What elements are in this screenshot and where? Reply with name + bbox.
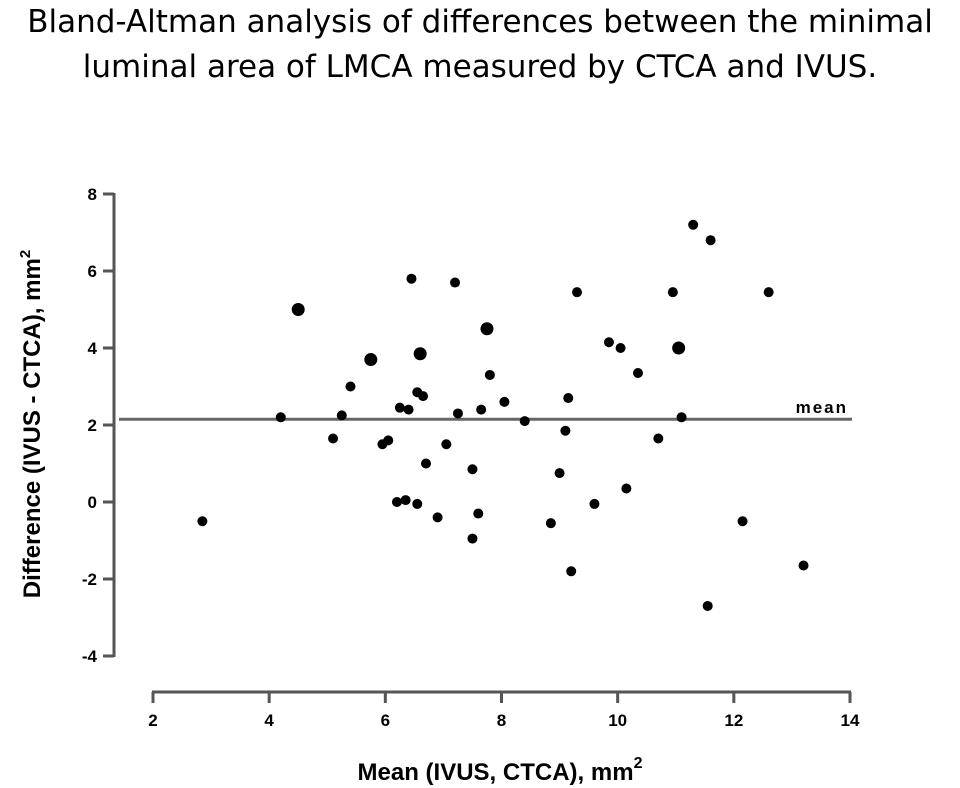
y-tick-label: -4 xyxy=(82,647,98,666)
data-point xyxy=(480,322,494,336)
data-point xyxy=(394,402,405,413)
x-tick-label: 2 xyxy=(148,711,157,730)
y-axis-label-superscript: 2 xyxy=(17,250,34,258)
data-point xyxy=(554,468,565,479)
data-point xyxy=(467,464,478,475)
data-point xyxy=(413,347,427,361)
y-tick-label: 4 xyxy=(88,339,98,358)
data-point xyxy=(672,341,686,355)
data-points xyxy=(197,219,809,611)
data-point xyxy=(499,396,510,407)
mean-line-group: mean xyxy=(119,398,852,421)
x-axis-label-text: Mean (IVUS, CTCA), mm xyxy=(358,759,634,786)
data-point xyxy=(412,498,423,509)
data-point xyxy=(572,287,583,298)
data-point xyxy=(688,219,699,230)
data-point xyxy=(406,273,417,284)
data-point xyxy=(441,439,452,450)
data-point xyxy=(621,483,632,494)
data-point xyxy=(467,533,478,544)
y-axis-label-text: Difference (IVUS - CTCA), mm xyxy=(19,258,46,598)
x-axis-label: Mean (IVUS, CTCA), mm2 xyxy=(358,755,643,786)
data-point xyxy=(653,433,664,444)
data-point xyxy=(336,410,347,421)
data-point xyxy=(519,416,530,427)
data-point xyxy=(275,412,286,423)
data-point xyxy=(420,458,431,469)
data-point xyxy=(632,368,643,379)
figure-title-line-1: Bland-Altman analysis of differences bet… xyxy=(27,4,933,40)
y-tick-label: 0 xyxy=(88,493,97,512)
data-point xyxy=(197,516,208,527)
figure-title-line-2: luminal area of LMCA measured by CTCA an… xyxy=(82,49,878,85)
x-tick-label: 4 xyxy=(264,711,274,730)
data-point xyxy=(589,498,600,509)
data-point xyxy=(615,343,626,353)
data-point xyxy=(603,337,614,348)
data-point xyxy=(798,560,809,571)
y-axis-label: Difference (IVUS - CTCA), mm2 xyxy=(17,250,46,598)
y-tick-label: 8 xyxy=(88,185,97,204)
mean-line-label: mean xyxy=(796,398,848,417)
data-point xyxy=(345,381,356,392)
data-point xyxy=(545,518,556,529)
data-point xyxy=(667,287,678,298)
data-point xyxy=(473,508,484,519)
data-point xyxy=(391,497,402,507)
x-tick-label: 6 xyxy=(381,711,390,730)
data-point xyxy=(418,391,429,402)
data-point xyxy=(560,425,571,436)
data-point xyxy=(403,404,414,415)
data-point xyxy=(450,277,461,288)
x-axis-label-superscript: 2 xyxy=(634,755,643,772)
data-point xyxy=(484,369,495,380)
data-point xyxy=(328,433,339,444)
x-axis: 2 4 6 8 10 12 14 xyxy=(148,690,860,730)
y-tick-label: 6 xyxy=(88,262,97,281)
data-point xyxy=(705,235,716,246)
data-point xyxy=(291,303,305,316)
figure-title: Bland-Altman analysis of differences bet… xyxy=(0,0,960,90)
data-point xyxy=(676,412,687,423)
data-point xyxy=(432,512,443,523)
data-point xyxy=(452,408,463,419)
data-point xyxy=(400,495,411,506)
data-point xyxy=(763,287,774,298)
data-point xyxy=(566,566,577,577)
data-point xyxy=(737,516,748,527)
data-point xyxy=(563,393,574,404)
x-tick-label: 10 xyxy=(608,711,627,730)
data-point xyxy=(364,353,378,367)
data-point xyxy=(702,600,713,611)
y-axis: 8 6 4 2 0 -2 -4 xyxy=(82,185,116,666)
x-tick-label: 8 xyxy=(497,711,506,730)
y-tick-label: -2 xyxy=(82,570,97,589)
data-point xyxy=(476,404,487,415)
x-tick-label: 14 xyxy=(841,711,860,730)
data-point xyxy=(383,435,394,446)
y-tick-label: 2 xyxy=(88,416,97,435)
x-tick-label: 12 xyxy=(724,711,743,730)
